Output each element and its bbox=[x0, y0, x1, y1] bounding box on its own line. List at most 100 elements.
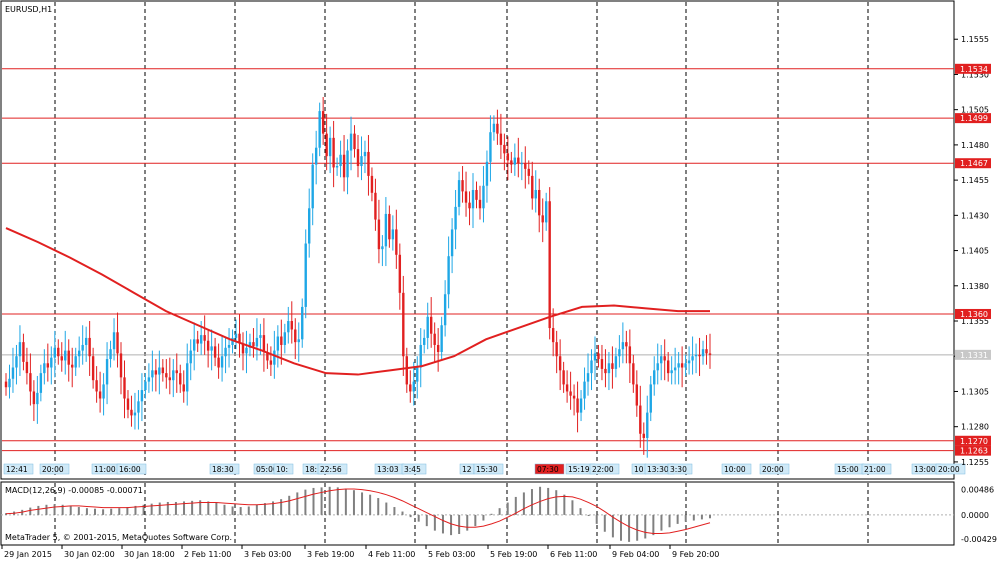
price-tick-label: 1.1280 bbox=[961, 423, 989, 432]
candle-body bbox=[489, 132, 492, 162]
candle-body bbox=[639, 405, 642, 434]
candle-body bbox=[116, 332, 119, 354]
candle-body bbox=[625, 342, 628, 347]
candle-body bbox=[520, 163, 524, 165]
candle-body bbox=[140, 390, 144, 402]
candle-body bbox=[165, 373, 168, 378]
candle-body bbox=[74, 356, 77, 368]
candle-body bbox=[600, 359, 604, 369]
candle-body bbox=[691, 356, 694, 361]
candle-body bbox=[137, 401, 140, 413]
candle-body bbox=[328, 137, 332, 157]
candle-body bbox=[252, 342, 255, 347]
candle-body bbox=[91, 356, 95, 381]
time-tag-label: 13:03 bbox=[377, 465, 399, 474]
time-tag bbox=[401, 463, 427, 475]
candle-body bbox=[660, 356, 663, 364]
candle-body bbox=[273, 350, 276, 365]
candle-body bbox=[290, 321, 293, 330]
candle-body bbox=[154, 370, 158, 375]
macd-axis: 0.00486 0.0000 -0.00429 bbox=[961, 486, 997, 544]
candle-body bbox=[231, 337, 234, 345]
time-tag bbox=[3, 463, 34, 475]
candle-body bbox=[708, 353, 712, 355]
candle-body bbox=[597, 353, 600, 360]
candle-body bbox=[388, 213, 391, 240]
price-tick-label: 1.1380 bbox=[961, 282, 989, 291]
time-tag-label: 12:41 bbox=[6, 465, 28, 474]
level-price-label: 1.1270 bbox=[960, 437, 988, 446]
price-axis: 1.1555 1.1530 1.1505 1.1480 1.1455 1.1430 1.14… bbox=[954, 35, 991, 467]
candle-body bbox=[370, 175, 374, 193]
level-price-label: 1.1263 bbox=[960, 447, 988, 456]
time-tag-label: 3:30 bbox=[670, 465, 687, 474]
candle-body bbox=[144, 381, 147, 391]
time-tag-label: 07:30 bbox=[537, 465, 559, 474]
candle-body bbox=[461, 180, 464, 192]
price-tick-label: 1.1430 bbox=[961, 211, 989, 220]
candle-body bbox=[213, 346, 217, 358]
candle-body bbox=[192, 339, 196, 351]
candle-body bbox=[503, 144, 506, 154]
candle-body bbox=[203, 335, 206, 341]
candle-body bbox=[71, 364, 74, 368]
candle-body bbox=[363, 151, 367, 157]
time-tag bbox=[861, 463, 892, 475]
candle-body bbox=[88, 337, 91, 357]
candle-body bbox=[262, 335, 266, 353]
candle-body bbox=[234, 333, 238, 338]
candle-body bbox=[18, 342, 22, 357]
candle-body bbox=[311, 164, 314, 209]
candle-body bbox=[677, 363, 680, 368]
candle-body bbox=[628, 346, 632, 364]
macd-vertical-gridlines bbox=[54, 483, 869, 544]
level-price-tag bbox=[955, 308, 991, 319]
candle-body bbox=[308, 208, 311, 244]
time-tag-label: 13:30 bbox=[647, 465, 669, 474]
candle-body bbox=[95, 380, 98, 392]
time-tick-label: 5 Feb 19:00 bbox=[490, 550, 537, 559]
candle-body bbox=[280, 336, 283, 345]
time-tag bbox=[721, 463, 752, 475]
candle-body bbox=[133, 412, 137, 416]
time-tick-label: 30 Jan 02:00 bbox=[64, 550, 115, 559]
candle-body bbox=[241, 343, 245, 354]
candle-body bbox=[123, 377, 126, 399]
candle-body bbox=[349, 133, 353, 151]
candle-body bbox=[381, 246, 384, 250]
candle-body bbox=[43, 363, 46, 374]
candle-body bbox=[395, 229, 398, 255]
current-price-tag bbox=[955, 349, 991, 360]
candle-body bbox=[304, 243, 307, 307]
candle-body bbox=[130, 409, 133, 416]
candle-body bbox=[186, 363, 189, 392]
candle-body bbox=[593, 353, 597, 361]
candle-body bbox=[217, 357, 220, 368]
candle-body bbox=[325, 133, 328, 157]
candle-body bbox=[276, 336, 280, 351]
macd-pane: MACD(12,26,9) -0.00085 -0.00071 MetaTrad… bbox=[0, 481, 955, 546]
candlesticks bbox=[4, 96, 712, 458]
candle-body bbox=[60, 356, 63, 361]
candle-body bbox=[555, 342, 558, 357]
time-tick-label: 6 Feb 11:00 bbox=[550, 550, 597, 559]
level-price-label: 1.1534 bbox=[960, 65, 988, 74]
candle-body bbox=[611, 363, 614, 369]
macd-tick-label: 0.00486 bbox=[961, 486, 994, 495]
candle-body bbox=[8, 378, 11, 388]
time-tag bbox=[209, 463, 240, 475]
time-tick-label: 5 Feb 03:00 bbox=[428, 550, 475, 559]
candle-body bbox=[579, 398, 583, 413]
candle-body bbox=[670, 370, 673, 374]
candle-body bbox=[607, 363, 611, 374]
candle-body bbox=[429, 316, 433, 334]
candle-body bbox=[346, 150, 349, 178]
candle-body bbox=[565, 384, 569, 392]
time-tag-label: 10: bbox=[276, 465, 288, 474]
level-price-tag bbox=[955, 445, 991, 456]
candle-body bbox=[687, 360, 691, 364]
candle-body bbox=[199, 335, 203, 344]
candle-body bbox=[384, 213, 388, 247]
candle-body bbox=[541, 215, 544, 223]
candle-body bbox=[102, 384, 105, 399]
